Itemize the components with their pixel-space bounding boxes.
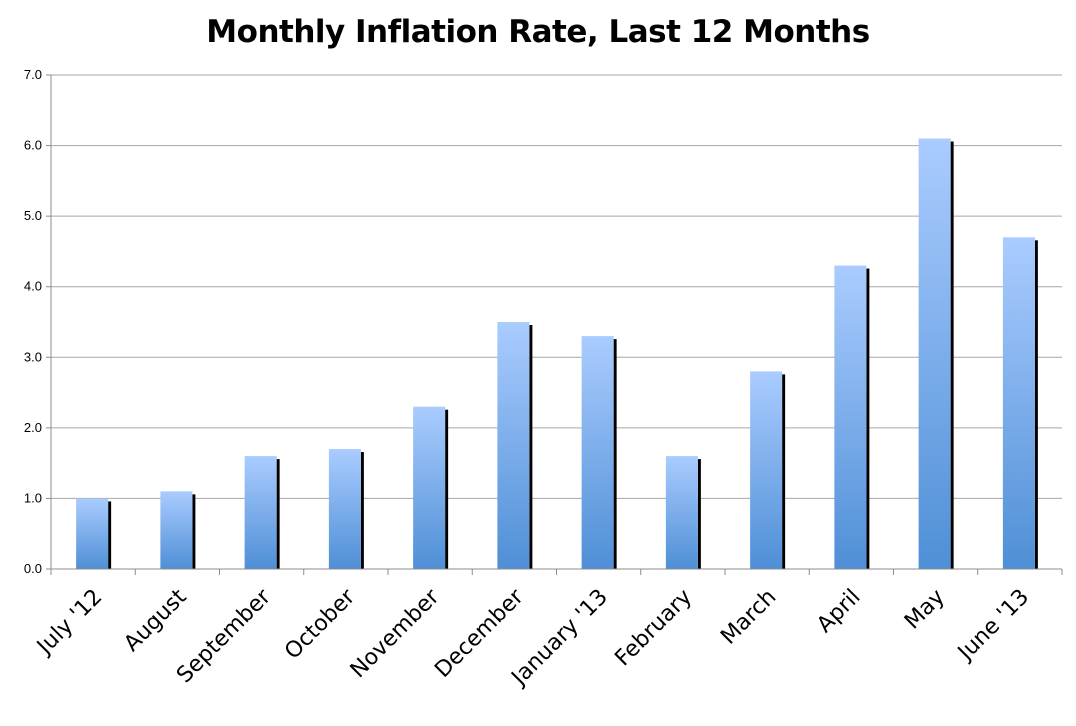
bar-shadow xyxy=(108,501,112,569)
bar-shadow xyxy=(192,494,196,569)
bar xyxy=(160,491,193,569)
y-tick-label: 2.0 xyxy=(24,420,42,435)
gridlines xyxy=(51,74,1062,499)
bar-shadow xyxy=(1034,240,1038,570)
bar xyxy=(1002,237,1035,570)
x-category-label: November xyxy=(346,584,445,683)
y-tick-label: 1.0 xyxy=(24,490,42,505)
x-category-label: July '12 xyxy=(31,585,107,661)
axes xyxy=(50,75,1063,575)
bar xyxy=(497,322,530,569)
bar xyxy=(581,336,614,569)
x-category-label: May xyxy=(900,585,950,635)
y-tick-label: 7.0 xyxy=(24,67,42,82)
bar xyxy=(244,456,277,569)
bar-shadow xyxy=(613,339,617,569)
x-category-label: June '13 xyxy=(952,585,1034,667)
y-tick-label: 6.0 xyxy=(24,138,42,153)
y-tick-label: 5.0 xyxy=(24,208,42,223)
x-category-label: February xyxy=(610,585,697,672)
bars xyxy=(76,138,1038,570)
x-category-label: April xyxy=(812,585,865,638)
bar xyxy=(328,449,361,569)
bar-shadow xyxy=(360,452,364,569)
bar-shadow xyxy=(950,141,954,569)
bar-shadow xyxy=(529,325,533,569)
chart-title: Monthly Inflation Rate, Last 12 Months xyxy=(206,14,870,50)
bar xyxy=(665,456,698,569)
y-tick-labels: 0.0 1.0 2.0 3.0 4.0 5.0 6.0 7.0 xyxy=(24,67,51,576)
x-category-label: August xyxy=(119,584,191,656)
bar-shadow xyxy=(866,268,870,569)
bar-shadow xyxy=(445,409,449,569)
bar-shadow xyxy=(782,374,786,569)
y-tick-label: 4.0 xyxy=(24,279,42,294)
bar xyxy=(750,371,783,569)
bar xyxy=(413,406,446,569)
x-category-label: October xyxy=(280,584,361,665)
x-category-label: March xyxy=(716,585,781,650)
bar xyxy=(834,265,867,569)
bar xyxy=(76,498,109,569)
y-tick-label: 3.0 xyxy=(24,349,42,364)
bar xyxy=(918,138,951,569)
y-tick-label: 0.0 xyxy=(24,561,42,576)
bar-shadow xyxy=(697,459,701,569)
bar-shadow xyxy=(276,459,280,569)
